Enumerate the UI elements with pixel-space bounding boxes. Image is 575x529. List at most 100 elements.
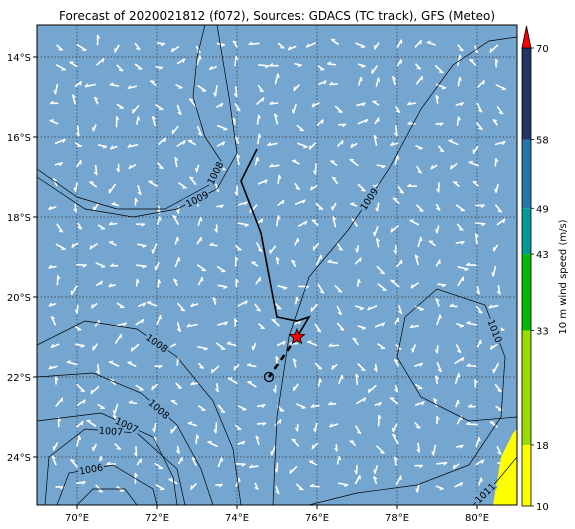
wind-barb-head [396,348,402,350]
wind-barb-head [295,187,300,190]
wind-barb [274,419,282,427]
wind-barb-head [213,429,217,434]
wind-barb [89,243,98,250]
wind-barb [132,104,140,114]
wind-barb [415,401,425,406]
wind-barb [417,236,422,248]
wind-barb [75,481,86,485]
colorbar-extend-arrow [521,25,532,49]
wind-barb-head [302,199,306,204]
wind-barb-head [234,318,238,323]
wind-barb [207,441,218,448]
wind-barb-head [235,256,239,261]
wind-barb [186,323,198,328]
colorbar-tick-label: 10 [536,502,549,513]
wind-barb [89,181,98,188]
wind-barb [389,397,399,405]
wind-barb [76,421,84,428]
wind-barb-head [480,204,485,208]
wind-barb [296,124,304,132]
wind-barb-head [417,171,422,174]
wind-barb [373,135,378,146]
wind-barb-head [407,183,412,187]
wind-barb-head [341,374,344,380]
wind-barb-head [497,210,502,213]
wind-barb-head [479,339,482,345]
wind-barb-head [218,483,223,488]
wind-barb [170,46,180,53]
wind-barb [358,76,362,86]
wind-barb-head [468,404,472,408]
wind-barb [454,482,464,488]
wind-barb [357,118,369,125]
wind-barb-head [269,101,274,105]
wind-barb-head [361,327,366,330]
wind-barb [475,437,480,447]
wind-barb-head [475,233,479,238]
wind-barb [196,236,202,245]
wind-barb-head [450,165,453,170]
wind-barb [414,39,422,48]
wind-barb-head [196,434,200,439]
wind-barb-head [59,162,63,166]
wind-barb-head [491,272,494,277]
wind-barb [496,218,506,226]
wind-barb-head [102,146,107,149]
wind-barb-head [269,163,273,168]
wind-barb-head [473,49,478,53]
wind-barb-head [436,416,440,420]
wind-barb [457,44,464,52]
wind-barb [355,425,362,435]
wind-barb [426,41,436,46]
wind-barb-head [359,307,364,311]
wind-barb-head [116,168,120,173]
wind-barb-head [478,437,481,442]
wind-barb-head [171,47,174,53]
wind-barb [310,404,320,408]
wind-barb [56,223,64,233]
wind-barb-head [242,440,246,445]
wind-barb [197,264,207,272]
wind-barb [127,143,139,148]
wind-barb [76,435,81,447]
wind-barb [249,465,259,469]
wind-barb-head [350,202,355,205]
wind-barb [247,364,257,368]
wind-barb [492,362,499,374]
wind-barb [114,333,122,344]
wind-barb [397,185,404,194]
wind-barb-head [381,165,386,169]
wind-barb [414,254,419,266]
wind-vectors [48,34,508,495]
wind-barb-head [394,456,398,461]
wind-barb-head [498,111,504,115]
wind-barb-head [481,223,486,227]
wind-barb-head [173,278,178,282]
wind-barb-head [378,402,382,407]
wind-barb [269,164,280,168]
wind-barb [114,44,120,53]
wind-barb [306,341,318,346]
wind-barb [226,342,237,347]
wind-barb [355,474,361,485]
wind-barb [51,455,57,466]
wind-barb-head [191,457,196,460]
wind-barb [86,419,97,427]
wind-barb-head [62,138,66,143]
wind-barb [153,422,157,433]
wind-barb-head [437,369,442,373]
wind-barb-head [49,119,54,122]
wind-barb [472,146,479,154]
wind-barb-head [48,206,52,210]
wind-barb [296,403,306,409]
wind-barb-head [435,298,440,302]
wind-barb [298,220,308,227]
wind-barb-head [421,401,425,406]
wind-barb-head [220,44,225,47]
wind-barb [432,444,437,456]
wind-barb [289,466,298,474]
wind-barb [475,305,483,314]
wind-barb-head [180,309,185,312]
